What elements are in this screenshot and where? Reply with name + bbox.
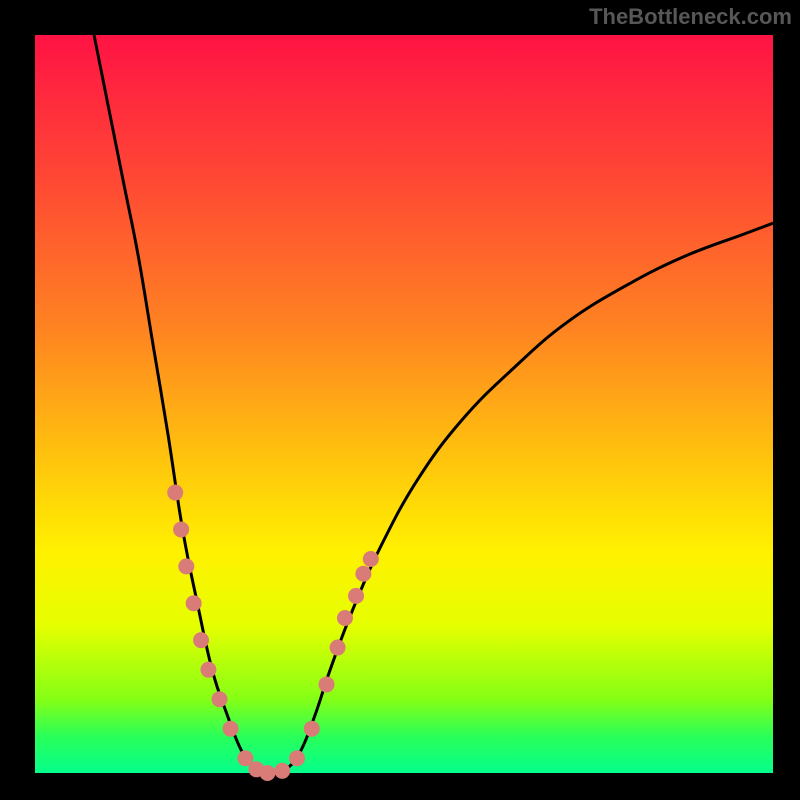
bottleneck-curve	[94, 35, 773, 773]
data-point-marker	[289, 750, 305, 766]
data-point-marker	[178, 558, 194, 574]
data-point-marker	[319, 676, 335, 692]
chart-canvas: TheBottleneck.com	[0, 0, 800, 800]
data-point-marker	[330, 640, 346, 656]
plot-area	[35, 35, 773, 773]
data-point-marker	[173, 521, 189, 537]
data-point-marker	[167, 485, 183, 501]
chart-svg	[35, 35, 773, 773]
watermark-text: TheBottleneck.com	[589, 4, 792, 30]
data-point-marker	[337, 610, 353, 626]
data-point-marker	[259, 765, 275, 781]
data-point-marker	[304, 721, 320, 737]
data-point-marker	[348, 588, 364, 604]
data-point-marker	[212, 691, 228, 707]
data-point-marker	[193, 632, 209, 648]
data-point-marker	[223, 721, 239, 737]
data-point-marker	[355, 566, 371, 582]
data-point-marker	[186, 595, 202, 611]
data-point-marker	[200, 662, 216, 678]
data-point-marker	[363, 551, 379, 567]
data-point-marker	[274, 763, 290, 779]
